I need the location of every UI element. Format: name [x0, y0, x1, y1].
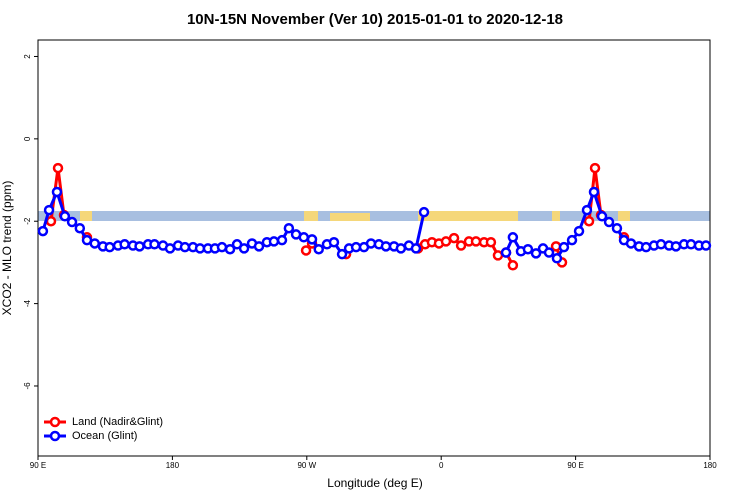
point [380, 241, 392, 252]
x-tick-label: 90 W [297, 461, 316, 470]
point [685, 239, 697, 250]
y-tick-label: -6 [23, 382, 32, 390]
point [583, 215, 595, 227]
point [283, 222, 295, 234]
point [581, 204, 593, 216]
point [418, 206, 430, 218]
chart-title: 10N-15N November (Ver 10) 2015-01-01 to … [187, 11, 563, 28]
point [134, 241, 145, 252]
point [470, 236, 482, 247]
point [43, 204, 55, 216]
point [410, 243, 422, 254]
point [268, 236, 280, 247]
y-tick-label: -2 [23, 217, 32, 225]
y-axis-label: XCO2 - MLO trend (ppm) [0, 181, 14, 316]
point [313, 243, 324, 255]
point [700, 240, 712, 251]
point [611, 222, 623, 234]
point [89, 238, 100, 249]
x-tick-label: 180 [166, 461, 180, 470]
land-strip [304, 211, 318, 221]
point [625, 238, 637, 249]
point [119, 239, 130, 250]
point [216, 241, 228, 253]
point [492, 250, 504, 261]
point [448, 232, 460, 244]
point [164, 243, 176, 254]
land-strip [418, 211, 518, 221]
point [238, 243, 250, 254]
point [507, 260, 519, 271]
land-strip [552, 211, 560, 221]
legend-label: Ocean (Glint) [72, 430, 137, 442]
point [298, 232, 310, 243]
point [655, 239, 667, 250]
point [45, 215, 57, 227]
ocean-strip [38, 211, 710, 221]
point [52, 162, 64, 174]
point [306, 234, 318, 245]
point [573, 225, 585, 237]
legend-marker [49, 416, 61, 428]
point [336, 248, 348, 260]
point [276, 234, 288, 246]
point [51, 186, 63, 198]
point [522, 243, 534, 255]
point [558, 241, 570, 253]
point [37, 225, 49, 237]
x-tick-label: 90 E [567, 461, 583, 470]
point [149, 239, 160, 250]
series [37, 186, 712, 264]
point [300, 245, 312, 256]
point [224, 243, 236, 255]
point [253, 241, 265, 252]
land-strip [80, 211, 92, 221]
point [104, 241, 115, 253]
point [179, 241, 191, 253]
land-strip [330, 213, 370, 221]
legend-label: Land (Nadir&Glint) [72, 416, 163, 428]
point [588, 186, 600, 198]
legend-marker [49, 430, 61, 442]
point [530, 248, 542, 259]
y-tick-label: -4 [23, 300, 32, 308]
x-tick-label: 90 E [30, 461, 46, 470]
point [596, 211, 608, 222]
x-tick-label: 0 [439, 461, 444, 470]
y-tick-label: 0 [23, 136, 32, 141]
point [440, 236, 452, 247]
point [59, 211, 71, 222]
point [328, 236, 340, 248]
y-tick-label: 2 [23, 54, 32, 59]
x-tick-label: 180 [703, 461, 717, 470]
point [66, 216, 78, 228]
point [507, 232, 519, 243]
land-strip [618, 211, 630, 221]
x-axis-label: Longitude (deg E) [327, 476, 422, 490]
point [670, 241, 682, 252]
point [603, 216, 615, 228]
point [395, 243, 407, 254]
point [543, 247, 555, 258]
point [455, 240, 467, 251]
point [500, 247, 512, 258]
point [551, 253, 563, 264]
map-strip [38, 211, 710, 221]
point [485, 236, 497, 248]
point [589, 162, 601, 174]
point [566, 234, 578, 246]
point [74, 222, 86, 234]
